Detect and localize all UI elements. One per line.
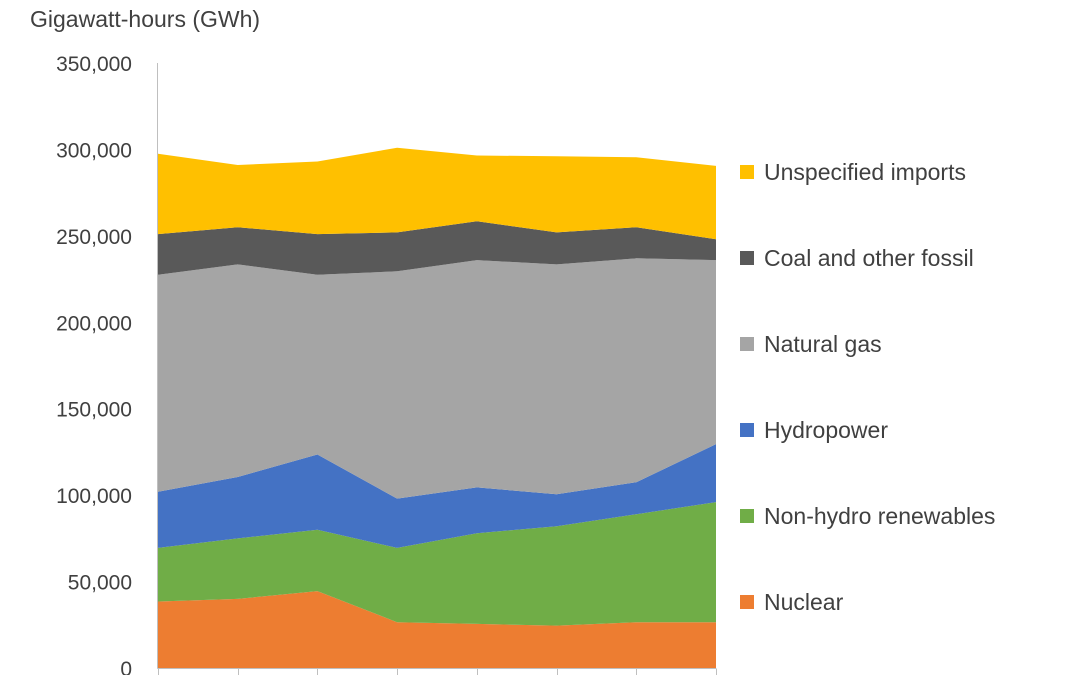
legend-item-nuclear: Nuclear: [740, 589, 844, 615]
legend-label: Hydropower: [764, 417, 888, 443]
area-non-hydro-renewables: [158, 502, 716, 626]
area-hydropower: [158, 444, 716, 548]
legend-swatch: [740, 165, 754, 179]
y-tick-label: 200,000: [56, 312, 132, 335]
y-tick-label: 100,000: [56, 485, 132, 508]
legend-label: Unspecified imports: [764, 159, 966, 185]
legend-label: Non-hydro renewables: [764, 503, 995, 529]
area-unspecified-imports: [158, 147, 716, 240]
legend-item-natural-gas: Natural gas: [740, 331, 882, 357]
legend-swatch: [740, 595, 754, 609]
y-tick-label: 0: [120, 658, 132, 675]
legend-label: Coal and other fossil: [764, 245, 974, 271]
legend: Unspecified imports Coal and other fossil…: [740, 159, 995, 615]
legend-item-non-hydro-renewables: Non-hydro renewables: [740, 503, 995, 529]
legend-label: Nuclear: [764, 589, 844, 615]
areas-layer: [158, 147, 716, 668]
y-tick-label: 300,000: [56, 139, 132, 162]
legend-swatch: [740, 337, 754, 351]
legend-item-coal-and-other-fossil: Coal and other fossil: [740, 245, 974, 271]
area-natural-gas: [158, 258, 716, 499]
legend-swatch: [740, 509, 754, 523]
axis-layer: 0 50,000 100,000 150,000 200,000 250,000 300,0…: [56, 53, 717, 680]
legend-item-unspecified-imports: Unspecified imports: [740, 159, 966, 185]
area-nuclear: [158, 591, 716, 668]
y-tick-label: 50,000: [68, 572, 132, 595]
legend-item-hydropower: Hydropower: [740, 417, 888, 443]
y-tick-label: 150,000: [56, 399, 132, 422]
legend-swatch: [740, 423, 754, 437]
y-tick-label: 350,000: [56, 53, 132, 76]
y-axis-title: Gigawatt-hours (GWh): [30, 6, 260, 32]
area-coal-and-other-fossil: [158, 221, 716, 275]
legend-label: Natural gas: [764, 331, 882, 357]
y-tick-label: 250,000: [56, 226, 132, 249]
legend-swatch: [740, 251, 754, 265]
